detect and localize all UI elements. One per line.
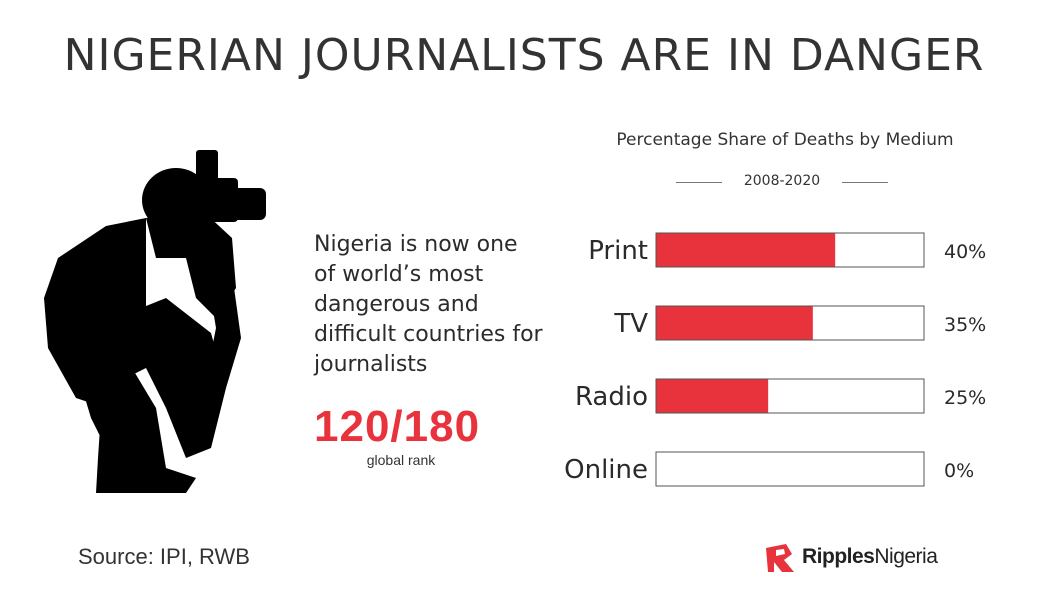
brand-logo: RipplesNigeria: [764, 538, 964, 578]
rank-label: global rank: [366, 452, 436, 468]
value-label: 40%: [944, 241, 986, 263]
subtitle-right-rule: [842, 182, 888, 183]
bar-track: [655, 451, 925, 487]
brand-name: RipplesNigeria: [802, 545, 938, 569]
brand-name-part2: Nigeria: [874, 545, 938, 568]
ripples-logo-icon: [766, 544, 794, 572]
bar: [656, 233, 836, 267]
category-label: Print: [588, 236, 648, 266]
subtitle-left-rule: [676, 182, 722, 183]
bar: [656, 379, 769, 413]
photographer-silhouette-icon: [44, 150, 266, 493]
brand-name-part1: Ripples: [802, 545, 875, 568]
chart-subtitle-group: 2008-2020: [676, 172, 888, 192]
category-label: TV: [613, 309, 648, 339]
value-label: 25%: [944, 387, 986, 409]
value-label: 0%: [944, 460, 974, 482]
category-label: Radio: [575, 382, 648, 412]
source-text: Source: IPI, RWB: [78, 544, 250, 569]
bar: [656, 306, 813, 340]
chart-subtitle: 2008-2020: [743, 173, 821, 189]
page-title: NIGERIAN JOURNALISTS ARE IN DANGER: [63, 30, 985, 81]
bar-chart: Print 40% TV 35% Radio 25% Online 0%: [564, 232, 986, 487]
category-label: Online: [564, 455, 648, 485]
rank-value: 120/180: [314, 402, 481, 451]
value-label: 35%: [944, 314, 986, 336]
chart-title: Percentage Share of Deaths by Medium: [616, 130, 954, 150]
description-text: Nigeria is now one of world’s most dange…: [314, 232, 543, 377]
